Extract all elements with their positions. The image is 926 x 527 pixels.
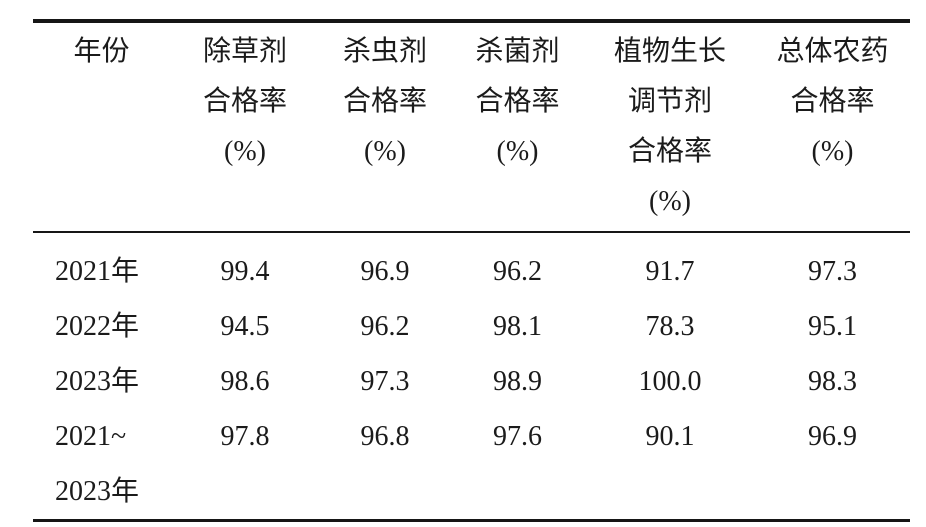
value-cell: 90.1 (645, 421, 695, 452)
value-cell: 96.8 (360, 421, 410, 452)
table-row: 2021年 99.4 96.9 96.2 91.7 97.3 (33, 232, 910, 299)
table-row: 2023年 98.6 97.3 98.9 100.0 98.3 (33, 354, 910, 409)
header-year: 年份 (33, 21, 170, 233)
year-cell: 2023年 (33, 354, 170, 409)
value-cell: 91.7 (645, 256, 695, 287)
value-cell: 96.2 (493, 256, 542, 287)
year-label: 2023年 (55, 476, 140, 507)
header-fungicide: 杀菌剂 合格率 (%) (450, 21, 585, 233)
table-body: 2021年 99.4 96.9 96.2 91.7 97.3 2022年 94.… (33, 232, 910, 521)
header-line: 植物生长 (613, 36, 726, 67)
header-overall: 总体农药 合格率 (%) (755, 21, 910, 233)
header-line: 杀虫剂 (342, 36, 427, 67)
header-line: 年份 (73, 36, 130, 67)
value-cell: 78.3 (645, 311, 695, 342)
value-cell: 99.4 (220, 256, 270, 287)
year-label: 2022年 (55, 311, 140, 342)
header-line: 合格率 (475, 86, 560, 117)
header-herbicide: 除草剂 合格率 (%) (170, 21, 320, 233)
header-insecticide: 杀虫剂 合格率 (%) (320, 21, 450, 233)
header-row: 年份 除草剂 合格率 (%) 杀虫剂 合格率 (%) 杀菌剂 合格率 (%) (33, 21, 910, 233)
year-label: 2021~ (55, 421, 127, 452)
header-line: 合格率 (202, 86, 287, 117)
header-line: (%) (496, 136, 539, 167)
header-line: (%) (224, 136, 266, 167)
header-line: (%) (364, 136, 406, 167)
table-header: 年份 除草剂 合格率 (%) 杀虫剂 合格率 (%) 杀菌剂 合格率 (%) (33, 21, 910, 233)
table-row: 2022年 94.5 96.2 98.1 78.3 95.1 (33, 299, 910, 354)
header-plant-growth-regulator: 植物生长 调节剂 合格率 (%) (585, 21, 755, 233)
year-cell: 2021年 (33, 232, 170, 299)
value-cell: 98.1 (493, 311, 542, 342)
header-line: 合格率 (790, 86, 875, 117)
value-cell: 98.6 (220, 366, 270, 397)
header-line: 合格率 (627, 136, 712, 167)
value-cell: 95.1 (808, 311, 857, 342)
value-cell: 98.9 (493, 366, 542, 397)
year-label: 2023年 (55, 366, 140, 397)
value-cell: 98.3 (808, 366, 857, 397)
header-line: 总体农药 (776, 36, 889, 67)
value-cell: 97.3 (360, 366, 410, 397)
pesticide-pass-rate-table: 年份 除草剂 合格率 (%) 杀虫剂 合格率 (%) 杀菌剂 合格率 (%) (33, 19, 910, 522)
value-cell: 96.9 (808, 421, 857, 452)
value-cell: 96.9 (360, 256, 410, 287)
header-line: 杀菌剂 (475, 36, 560, 67)
value-cell: 100.0 (638, 366, 702, 397)
year-cell: 2022年 (33, 299, 170, 354)
value-cell: 97.6 (493, 421, 542, 452)
value-cell: 97.8 (220, 421, 270, 452)
value-cell: 97.3 (808, 256, 857, 287)
header-line: 调节剂 (627, 86, 712, 117)
header-line: 除草剂 (202, 36, 287, 67)
header-line: (%) (649, 186, 691, 217)
header-line: (%) (811, 136, 854, 167)
value-cell: 94.5 (220, 311, 270, 342)
year-label: 2021年 (55, 256, 140, 287)
value-cell: 96.2 (360, 311, 410, 342)
year-cell: 2021~ 2023年 (33, 409, 170, 521)
table-row: 2021~ 2023年 97.8 96.8 97.6 90.1 96.9 (33, 409, 910, 521)
header-line: 合格率 (342, 86, 427, 117)
